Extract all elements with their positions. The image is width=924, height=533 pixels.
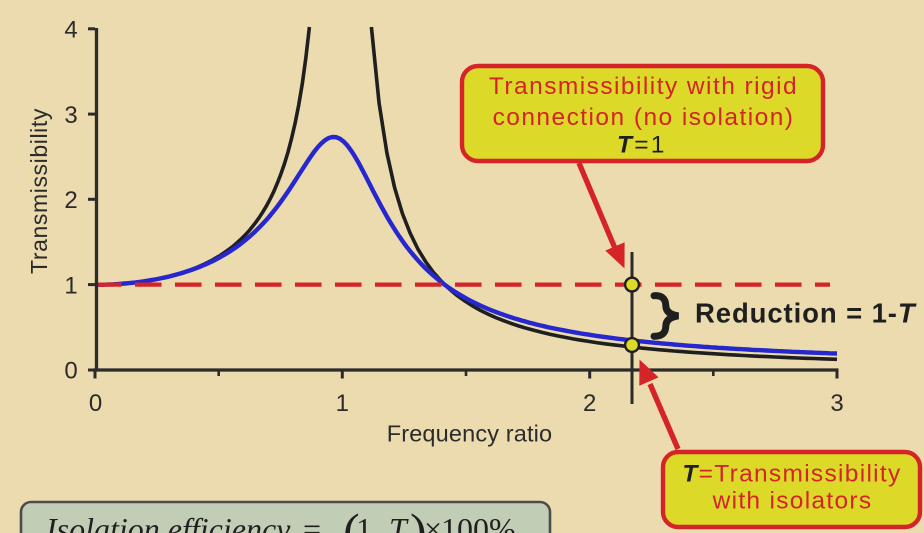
svg-text:3: 3 (830, 390, 843, 417)
svg-text:1: 1 (64, 272, 77, 299)
svg-text:T=Transmissibility: T=Transmissibility (682, 460, 901, 487)
svg-text:0: 0 (89, 390, 102, 417)
svg-text:with isolators: with isolators (712, 488, 873, 515)
svg-text:3: 3 (64, 102, 77, 129)
svg-text:2: 2 (583, 390, 596, 417)
svg-text:Reduction = 1-T: Reduction = 1-T (695, 298, 917, 329)
svg-text:2: 2 (64, 187, 77, 214)
svg-text:Isolation efficiency: Isolation efficiency (45, 511, 291, 533)
svg-text:−: − (371, 517, 389, 533)
svg-text:Frequency ratio: Frequency ratio (387, 420, 553, 446)
svg-text:=: = (303, 511, 321, 533)
svg-text:100%: 100% (441, 511, 516, 533)
svg-text:Transmissibility with rigid: Transmissibility with rigid (489, 73, 798, 100)
svg-text:0: 0 (64, 358, 77, 385)
svg-text:1: 1 (336, 390, 349, 417)
svg-text:1: 1 (356, 511, 372, 533)
svg-text:Transmissibility: Transmissibility (26, 108, 52, 274)
svg-text:connection (no isolation): connection (no isolation) (493, 104, 795, 131)
svg-text:4: 4 (64, 17, 77, 44)
svg-text:): ) (410, 503, 427, 533)
svg-text:T: T (389, 511, 409, 533)
svg-text:(: ( (343, 503, 360, 533)
svg-text:T=1: T=1 (617, 131, 667, 158)
svg-text:×: × (424, 511, 442, 533)
